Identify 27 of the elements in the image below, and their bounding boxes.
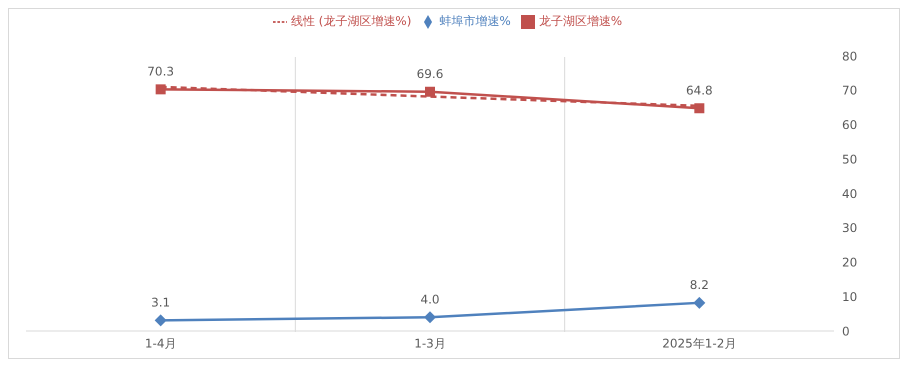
data-label: 69.6 (416, 66, 444, 81)
point (425, 86, 435, 97)
x-tick-label: 1-4月 (144, 336, 176, 351)
data-label: 70.3 (147, 64, 174, 78)
data-label: 3.1 (151, 295, 170, 310)
y-tick-label: 50 (842, 152, 858, 166)
legend-label: 线性 (龙子湖区增速%) (290, 14, 412, 28)
y-tick-label: 40 (842, 186, 858, 201)
point (693, 296, 706, 309)
point (156, 84, 166, 94)
y-tick-label: 30 (842, 221, 858, 236)
legend-label: 蚌埠市增速% (439, 14, 511, 28)
x-tick-label: 1-3月 (414, 336, 446, 351)
y-tick-label: 20 (842, 256, 858, 270)
data-label: 4.0 (420, 292, 440, 306)
legend-label: 龙子湖区增速% (538, 14, 622, 28)
y-tick-label: 70 (842, 84, 858, 98)
data-label: 8.2 (690, 278, 709, 292)
data-label: 64.8 (686, 83, 713, 98)
x-tick-label: 2025年1-2月 (662, 336, 736, 351)
y-tick-label: 60 (842, 118, 858, 132)
y-tick-label: 0 (842, 324, 850, 338)
point (694, 103, 704, 114)
point (424, 311, 436, 324)
point (154, 314, 167, 326)
y-tick-label: 10 (842, 290, 858, 304)
y-tick-label: 80 (842, 49, 858, 64)
